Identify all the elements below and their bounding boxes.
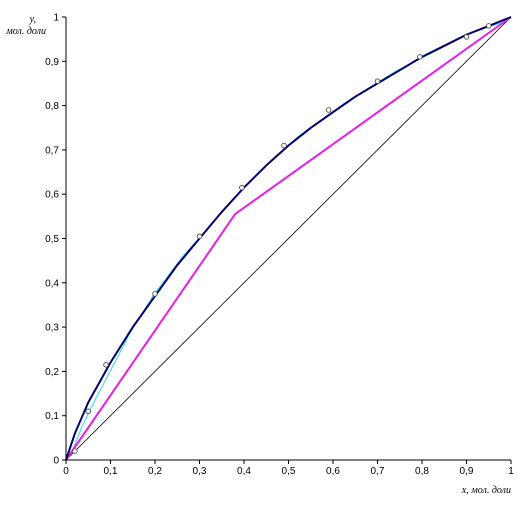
x-tick-label: 0,8 [415, 466, 429, 477]
y-tick-label: 0,3 [45, 323, 59, 334]
equilibrium-curve [65, 16, 512, 461]
x-tick-label: 0 [63, 466, 69, 477]
operating-line [65, 16, 512, 461]
experimental-point [417, 54, 423, 60]
y-tick-label: 0,2 [45, 367, 59, 378]
y-tick-label: 0,6 [45, 190, 59, 201]
y-tick-label: 0,7 [45, 145, 59, 156]
experimental-point [239, 184, 245, 191]
experimental-point [281, 142, 287, 149]
plot-points [72, 23, 492, 454]
y-tick-labels: 0 0,1 0,2 0,3 0,4 0,5 0,6 0,7 0,8 0,9 1 [45, 13, 59, 467]
stage-steps [72, 21, 504, 451]
y-tick-label: 0,5 [45, 234, 59, 245]
x-tick-labels: 0 0,1 0,2 0,3 0,4 0,5 0,6 0,7 0,8 0,9 1 [63, 466, 514, 477]
experimental-point [486, 23, 492, 29]
y-tick-label: 0,1 [45, 411, 59, 422]
y-axis-title-line2: мол. доли [5, 26, 46, 37]
y-tick-label: 0,4 [45, 278, 59, 289]
diagonal-line [65, 16, 512, 461]
experimental-point [463, 34, 470, 40]
y-tick-label: 0 [53, 456, 59, 467]
x-tick-label: 0,9 [460, 466, 474, 477]
experimental-point [85, 408, 92, 415]
y-tick-label: 1 [53, 13, 59, 24]
experimental-point [196, 233, 203, 240]
x-tick-label: 0,7 [371, 466, 385, 477]
x-tick-label: 0,5 [282, 466, 296, 477]
experimental-point [325, 107, 332, 113]
x-tick-label: 0,6 [326, 466, 340, 477]
experimental-point [103, 362, 109, 368]
experimental-point [374, 78, 381, 84]
y-tick-label: 0,9 [45, 57, 59, 68]
y-tick-label: 0,8 [45, 101, 59, 112]
experimental-point [72, 448, 78, 454]
x-tick-label: 1 [508, 466, 514, 477]
x-tick-label: 0,4 [237, 466, 251, 477]
y-axis-title-line1: y, [29, 14, 36, 25]
experimental-point [152, 291, 158, 297]
x-tick-label: 0,2 [148, 466, 162, 477]
x-axis-title: x, мол. доли [461, 485, 511, 496]
axes [62, 16, 512, 464]
x-tick-label: 0,1 [104, 466, 118, 477]
plot-lines [65, 16, 512, 461]
x-tick-label: 0,3 [193, 466, 207, 477]
